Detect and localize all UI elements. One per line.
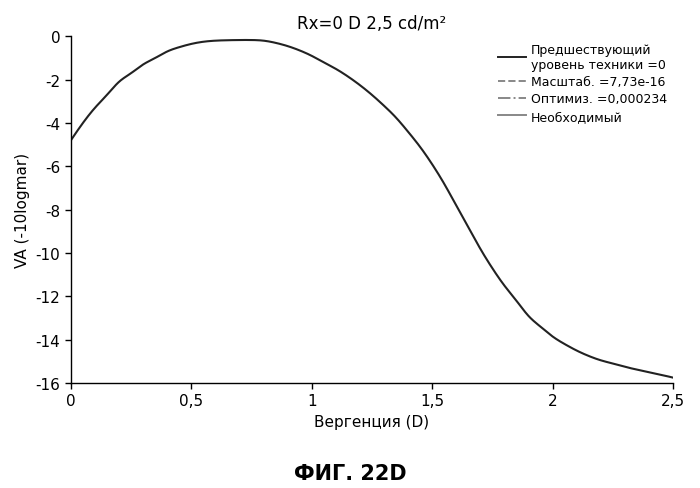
Y-axis label: VA (-10logmar): VA (-10logmar) bbox=[15, 153, 30, 268]
Legend: Предшествующий
уровень техники =0, Масштаб. =7,73e-16, Оптимиз. =0,000234, Необх: Предшествующий уровень техники =0, Масшт… bbox=[493, 39, 672, 128]
X-axis label: Вергенция (D): Вергенция (D) bbox=[314, 414, 430, 429]
Text: ФИГ. 22D: ФИГ. 22D bbox=[294, 463, 406, 483]
Title: Rx=0 D 2,5 cd/m²: Rx=0 D 2,5 cd/m² bbox=[298, 15, 447, 33]
